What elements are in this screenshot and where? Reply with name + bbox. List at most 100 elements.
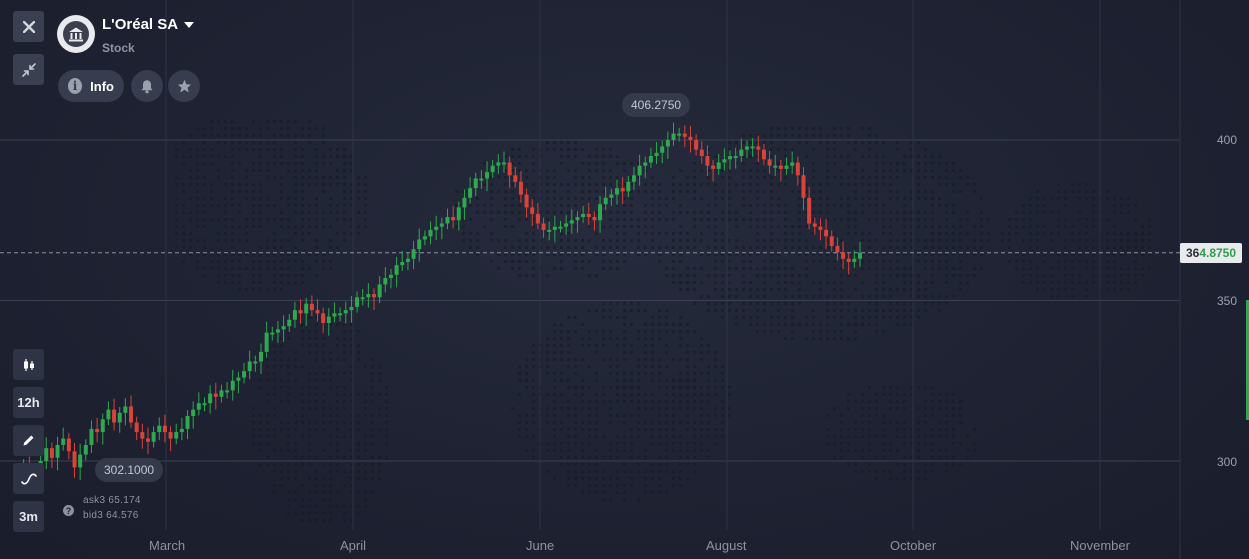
candle-body: [185, 416, 190, 429]
question-icon[interactable]: ?: [63, 505, 74, 516]
candle-body: [598, 204, 603, 221]
indicators-button[interactable]: [13, 463, 44, 494]
scroll-indicator: [1246, 300, 1249, 420]
candle-body: [552, 226, 557, 230]
candle-body: [530, 207, 535, 214]
drawing-tools-button[interactable]: [13, 425, 44, 456]
candle-body: [61, 438, 66, 445]
candle-body: [123, 406, 128, 413]
candle-body: [400, 261, 405, 266]
candle-body: [490, 165, 495, 173]
candle-body: [208, 393, 213, 404]
candle-body: [581, 213, 586, 218]
candle-body: [162, 425, 167, 433]
candle-body: [620, 188, 625, 192]
candle-body: [151, 432, 156, 442]
candle-body: [846, 258, 851, 262]
favorite-button[interactable]: [168, 70, 200, 102]
candle-body: [338, 313, 343, 316]
ask-price: ask3 65.174: [83, 495, 141, 506]
candle-body: [236, 377, 241, 381]
candle-body: [824, 229, 829, 237]
bell-icon: [141, 79, 153, 93]
candle-body: [778, 165, 783, 169]
candle-body: [372, 294, 377, 298]
candle-body: [682, 133, 687, 137]
candle-body: [456, 207, 461, 221]
candle-body: [631, 175, 636, 182]
price-tick-label: 300: [1216, 455, 1237, 469]
candle-body: [841, 252, 846, 259]
candle-body: [219, 390, 224, 397]
time-tick-label: June: [526, 538, 555, 553]
candle-body: [377, 284, 382, 298]
info-icon: i: [68, 78, 83, 94]
candles-icon: [23, 358, 34, 371]
asset-selector[interactable]: L'Oréal SA: [102, 16, 195, 33]
candle-body: [615, 188, 620, 195]
timeframe-button[interactable]: 12h: [13, 387, 44, 418]
price-tick-label: 400: [1216, 133, 1237, 147]
candle-body: [332, 313, 337, 317]
candle-body: [711, 165, 716, 169]
candle-body: [654, 152, 659, 157]
candle-body: [157, 425, 162, 433]
candle-body: [564, 223, 569, 227]
candle-body: [225, 390, 230, 393]
info-button[interactable]: i Info: [58, 70, 124, 102]
candle-body: [513, 175, 518, 182]
candle-body: [665, 140, 670, 147]
chart-type-button[interactable]: [13, 349, 44, 380]
bid-price: bid3 64.576: [83, 510, 139, 521]
candle-body: [434, 226, 439, 230]
candle-body: [485, 172, 490, 179]
pencil-icon: [23, 435, 34, 446]
candle-body: [112, 409, 117, 423]
candle-body: [129, 406, 134, 423]
asset-type: Stock: [102, 41, 135, 55]
candle-body: [518, 181, 523, 195]
candle-body: [858, 252, 862, 259]
period-button[interactable]: 3m: [13, 501, 44, 532]
candle-body: [728, 156, 733, 160]
candle-body: [750, 146, 755, 149]
candle-body: [230, 380, 235, 391]
candle-body: [191, 409, 196, 417]
candle-body: [428, 229, 433, 237]
alerts-button[interactable]: [131, 70, 163, 102]
candle-body: [637, 165, 642, 176]
candle-body: [134, 422, 139, 433]
candle-body: [78, 454, 83, 468]
candle-body: [541, 223, 546, 230]
candle-body: [501, 162, 506, 165]
collapse-button[interactable]: [13, 54, 44, 85]
candle-body: [496, 162, 501, 166]
candle-body: [462, 197, 467, 208]
candle-body: [275, 329, 280, 333]
candle-body: [100, 419, 105, 433]
candle-body: [688, 136, 693, 140]
candle-body: [304, 303, 309, 314]
candle-body: [196, 403, 201, 410]
candle-body: [767, 159, 772, 166]
candle-body: [643, 162, 648, 166]
candle-body: [422, 236, 427, 240]
candle-body: [66, 438, 71, 452]
candle-body: [733, 156, 738, 159]
candle-body: [795, 162, 800, 176]
candle-body: [445, 217, 450, 224]
asset-logo: [57, 15, 95, 53]
candle-body: [321, 313, 326, 323]
close-button[interactable]: [13, 11, 44, 42]
candle-body: [756, 146, 761, 150]
candle-body: [812, 223, 817, 227]
candle-body: [394, 265, 399, 275]
candle-body: [292, 310, 297, 320]
candle-body: [343, 310, 348, 314]
candle-body: [253, 361, 258, 364]
candle-body: [174, 432, 179, 439]
candle-body: [417, 239, 422, 250]
candle-body: [247, 361, 252, 372]
